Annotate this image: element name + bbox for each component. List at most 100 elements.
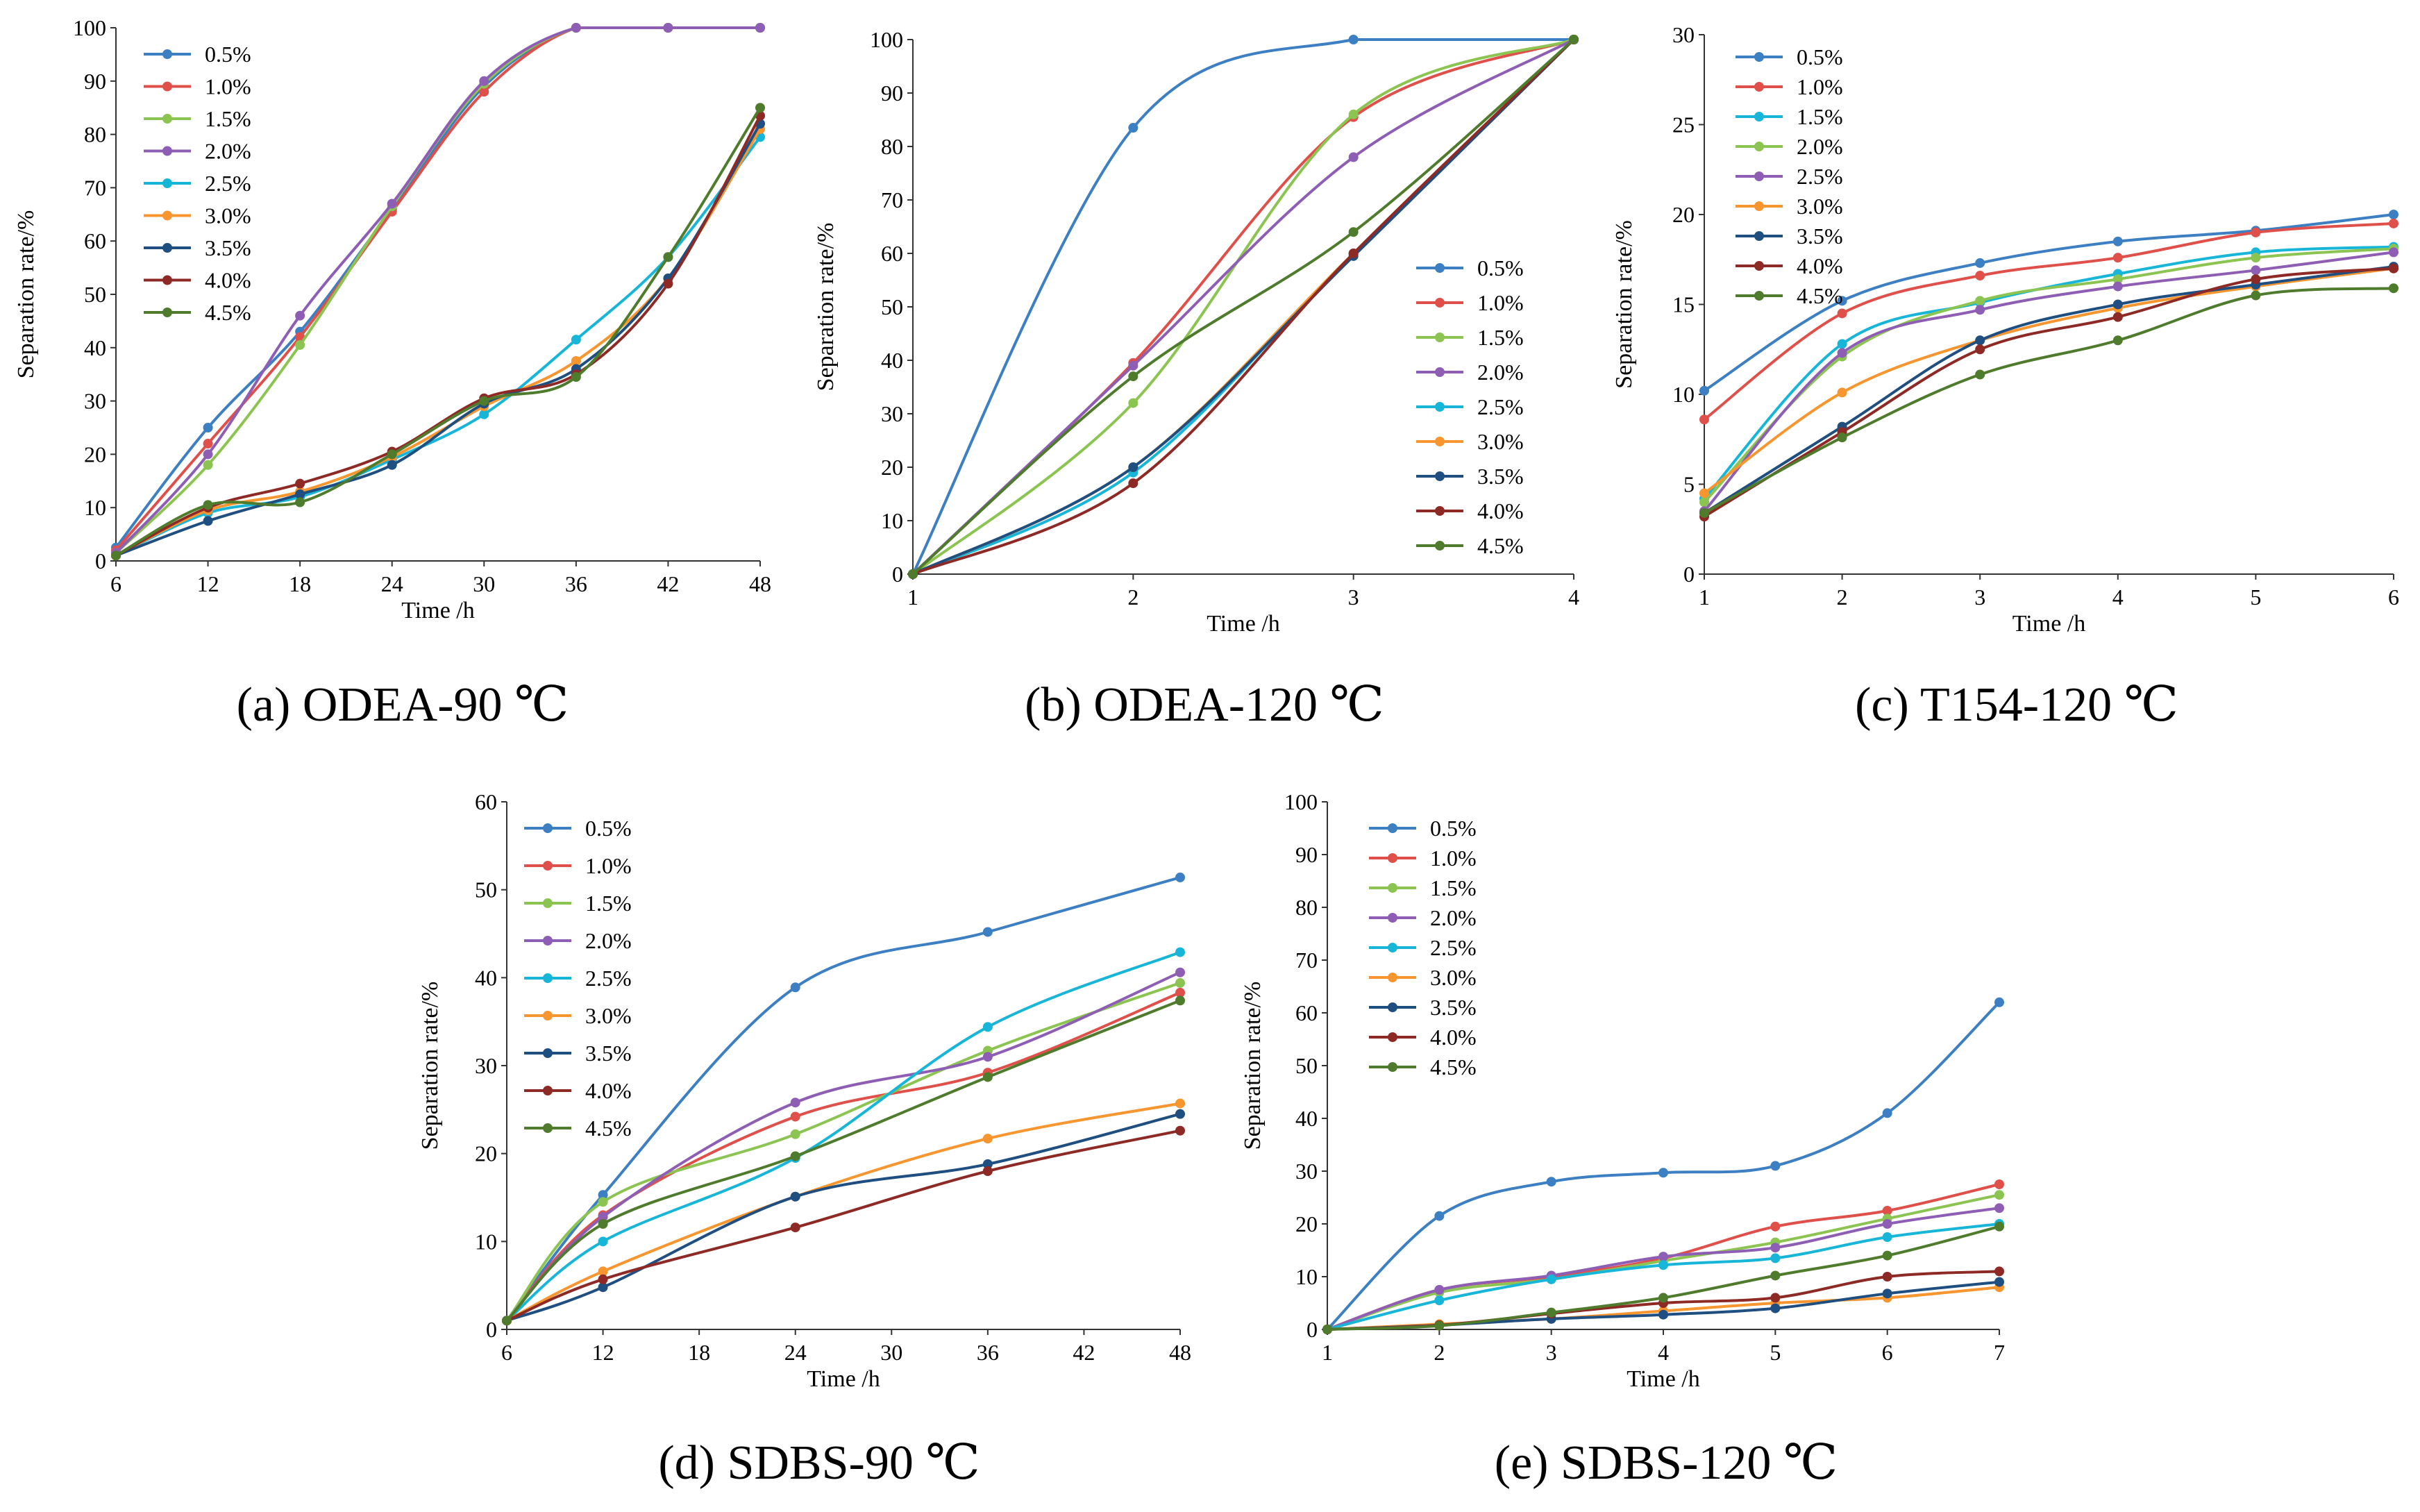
legend-label: 4.0%	[1797, 253, 1843, 278]
series-line	[911, 37, 1574, 575]
x-tick-label: 48	[749, 571, 771, 596]
data-point	[1882, 1108, 1892, 1118]
y-tick-label: 80	[1295, 895, 1318, 920]
data-point	[479, 76, 489, 86]
data-point	[1128, 123, 1138, 133]
data-point	[2389, 283, 2398, 294]
legend-label: 3.0%	[1797, 194, 1843, 219]
y-tick-label: 30	[1295, 1159, 1318, 1184]
data-point	[982, 1072, 993, 1082]
y-tick-label: 20	[1672, 202, 1695, 227]
y-tick-label: 100	[870, 27, 903, 52]
x-tick-label: 18	[289, 571, 311, 596]
data-point	[2112, 281, 2123, 292]
x-tick-label: 36	[977, 1340, 999, 1365]
x-tick-label: 5	[2250, 585, 2261, 610]
y-tick-label: 90	[84, 69, 106, 94]
data-point	[982, 1159, 993, 1169]
legend-label: 1.5%	[1430, 875, 1477, 900]
series-line	[911, 38, 1575, 576]
data-point	[1175, 987, 1185, 998]
x-tick-label: 48	[1169, 1340, 1191, 1365]
x-tick-label: 4	[2112, 585, 2124, 610]
legend-label: 4.0%	[1477, 498, 1524, 523]
legend-label: 1.0%	[1430, 846, 1477, 871]
data-point	[2389, 210, 2398, 219]
legend-marker	[1388, 1062, 1397, 1072]
chart-panel-d: 0 10 20 30 40 50 60 6 12 18 24 30 36 42 48 Time /h Separ…	[417, 789, 1191, 1490]
y-axis-title: Separation rate/%	[813, 223, 839, 392]
y-tick-label: 60	[475, 789, 497, 814]
legend-marker	[1754, 231, 1764, 241]
data-point	[598, 1274, 608, 1284]
data-point	[1658, 1260, 1668, 1270]
y-tick-label: 20	[881, 455, 903, 480]
x-tick-label: 24	[784, 1340, 807, 1365]
data-point	[295, 310, 305, 321]
y-tick-label: 5	[1683, 472, 1695, 497]
x-tick-label: 2	[1127, 585, 1138, 610]
legend-marker	[1754, 112, 1764, 121]
series-line	[1703, 247, 2394, 503]
legend-label: 2.5%	[585, 966, 632, 991]
data-point	[1770, 1243, 1781, 1253]
series-line	[912, 38, 1575, 576]
legend-marker	[1754, 261, 1764, 271]
legend-marker	[162, 178, 172, 188]
x-tick-label: 6	[2388, 585, 2399, 610]
chart-panel-a: 0 10 20 30 40 50 60 70 80 90 100 6 12 18 24 30 36 42 48 Tim…	[13, 15, 771, 732]
data-point	[790, 982, 800, 993]
legend-label: 1.5%	[585, 891, 632, 916]
legend-label: 2.5%	[1477, 394, 1524, 419]
legend-marker	[1435, 506, 1445, 516]
x-tick-label: 3	[1546, 1340, 1557, 1365]
series-line	[115, 136, 762, 557]
y-tick-label: 30	[475, 1053, 497, 1078]
series-3.5%	[111, 119, 765, 561]
legend-label: 1.5%	[205, 106, 251, 131]
series-line	[1326, 1001, 2001, 1331]
data-point	[1175, 947, 1185, 957]
x-tick-label: 12	[592, 1340, 614, 1365]
legend-label: 4.0%	[585, 1078, 632, 1103]
data-point	[479, 396, 489, 406]
y-tick-label: 100	[1284, 789, 1318, 814]
legend-label: 4.5%	[205, 300, 251, 325]
y-tick-label: 15	[1672, 292, 1695, 317]
legend-marker	[162, 114, 172, 124]
legend-marker	[1435, 402, 1445, 412]
legend-marker	[1435, 263, 1445, 273]
y-tick-label: 70	[881, 187, 903, 212]
data-point	[982, 927, 993, 937]
data-point	[1175, 967, 1185, 977]
legend-label: 3.5%	[205, 235, 251, 260]
legend-label: 4.5%	[1797, 283, 1843, 308]
data-point	[1770, 1270, 1781, 1281]
legend-label: 1.5%	[1477, 325, 1524, 350]
data-point	[2112, 253, 2123, 263]
series-4.5%	[1699, 283, 2398, 518]
data-point	[1882, 1272, 1892, 1282]
legend-label: 1.0%	[1477, 290, 1524, 315]
data-point	[1994, 1190, 2004, 1200]
data-point	[790, 1191, 800, 1202]
data-point	[1975, 305, 1985, 315]
legend-marker	[162, 308, 172, 317]
legend-marker	[1435, 367, 1445, 377]
legend-marker	[162, 81, 172, 92]
data-point	[571, 356, 581, 366]
series-2.0%	[502, 967, 1185, 1326]
legend: 0.5% 1.0% 1.5% 2.0% 2.5% 3.0% 3.5% 4.0% 4.5%	[144, 42, 251, 325]
y-tick-label: 50	[881, 294, 903, 319]
y-tick-label: 0	[95, 548, 106, 573]
data-point	[1348, 109, 1359, 119]
y-tick-label: 60	[881, 241, 903, 266]
data-point	[1658, 1309, 1668, 1320]
x-tick-label: 36	[565, 571, 587, 596]
data-point	[203, 423, 213, 432]
series-line	[1703, 267, 2394, 495]
data-point	[1994, 1277, 2004, 1287]
chart-panel-e: 0 10 20 30 40 50 60 70 80 90 100 1 2 3 4 5 6 7 Time /h Sepa…	[1240, 789, 2005, 1490]
legend-label: 3.0%	[1430, 965, 1477, 990]
series-line	[506, 1129, 1181, 1322]
